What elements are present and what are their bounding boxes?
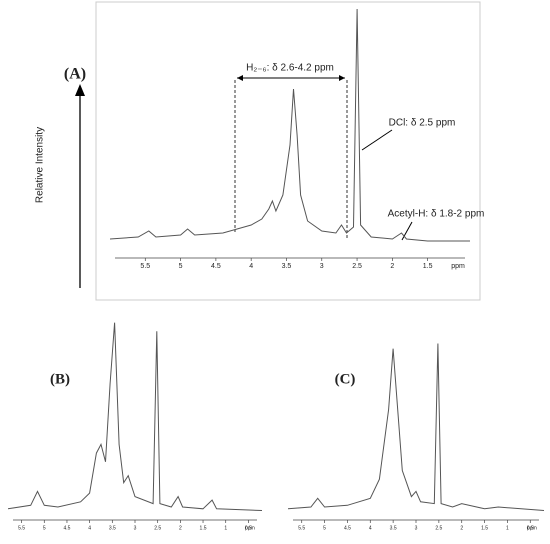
x-tick-label: 4	[249, 263, 253, 270]
x-tick-label: 4.5	[211, 263, 221, 270]
spectrum-line	[288, 343, 544, 511]
x-tick-label: 5	[323, 525, 326, 531]
x-axis-label: ppm	[245, 525, 255, 531]
x-tick-label: 2	[179, 525, 182, 531]
annotation-arrow	[361, 129, 393, 151]
x-tick-label: 3	[134, 525, 137, 531]
x-tick-label: 1.5	[200, 525, 207, 531]
annotation: Acetyl-H: δ 1.8-2 ppm	[388, 209, 485, 220]
x-tick-label: 1.5	[423, 263, 433, 270]
x-tick-label: 4.5	[63, 525, 70, 531]
x-tick-label: 5.5	[18, 525, 25, 531]
panel-label: (C)	[335, 371, 356, 387]
x-tick-label: 2.5	[435, 525, 442, 531]
x-tick-label: 0.5	[245, 525, 252, 531]
panel-frame	[95, 1, 481, 301]
annotation: H₂₋₆: δ 2.6-4.2 ppm	[246, 63, 334, 74]
x-tick-label: 5.5	[140, 263, 150, 270]
spectrum-line	[110, 8, 470, 242]
x-tick-label: 4.5	[344, 525, 351, 531]
x-tick-label: 4	[369, 525, 372, 531]
arrowhead	[75, 84, 85, 96]
x-tick-label: 1.5	[481, 525, 488, 531]
annotation: DCl: δ 2.5 ppm	[389, 118, 456, 129]
x-axis-label: ppm	[527, 525, 537, 531]
x-tick-label: 2.5	[352, 263, 362, 270]
x-tick-label: 1	[224, 525, 227, 531]
x-tick-label: 4	[88, 525, 91, 531]
annotation-arrow	[401, 221, 413, 241]
x-tick-label: 2	[390, 263, 394, 270]
x-tick-label: 5.5	[298, 525, 305, 531]
x-tick-label: 2.5	[154, 525, 161, 531]
x-tick-label: 3	[320, 263, 324, 270]
x-tick-label: 0.5	[527, 525, 534, 531]
x-axis-label: ppm	[451, 263, 465, 270]
x-tick-label: 1	[506, 525, 509, 531]
x-tick-label: 3.5	[109, 525, 116, 531]
y-axis-label: Relative Intensity	[35, 127, 46, 203]
x-tick-label: 3.5	[390, 525, 397, 531]
panel-label: (B)	[50, 371, 70, 387]
x-tick-label: 3.5	[282, 263, 292, 270]
x-tick-label: 2	[460, 525, 463, 531]
x-tick-label: 5	[179, 263, 183, 270]
x-tick-label: 3	[415, 525, 418, 531]
spectrum-line	[8, 322, 262, 511]
panel-label: (A)	[64, 66, 86, 83]
x-tick-label: 5	[43, 525, 46, 531]
